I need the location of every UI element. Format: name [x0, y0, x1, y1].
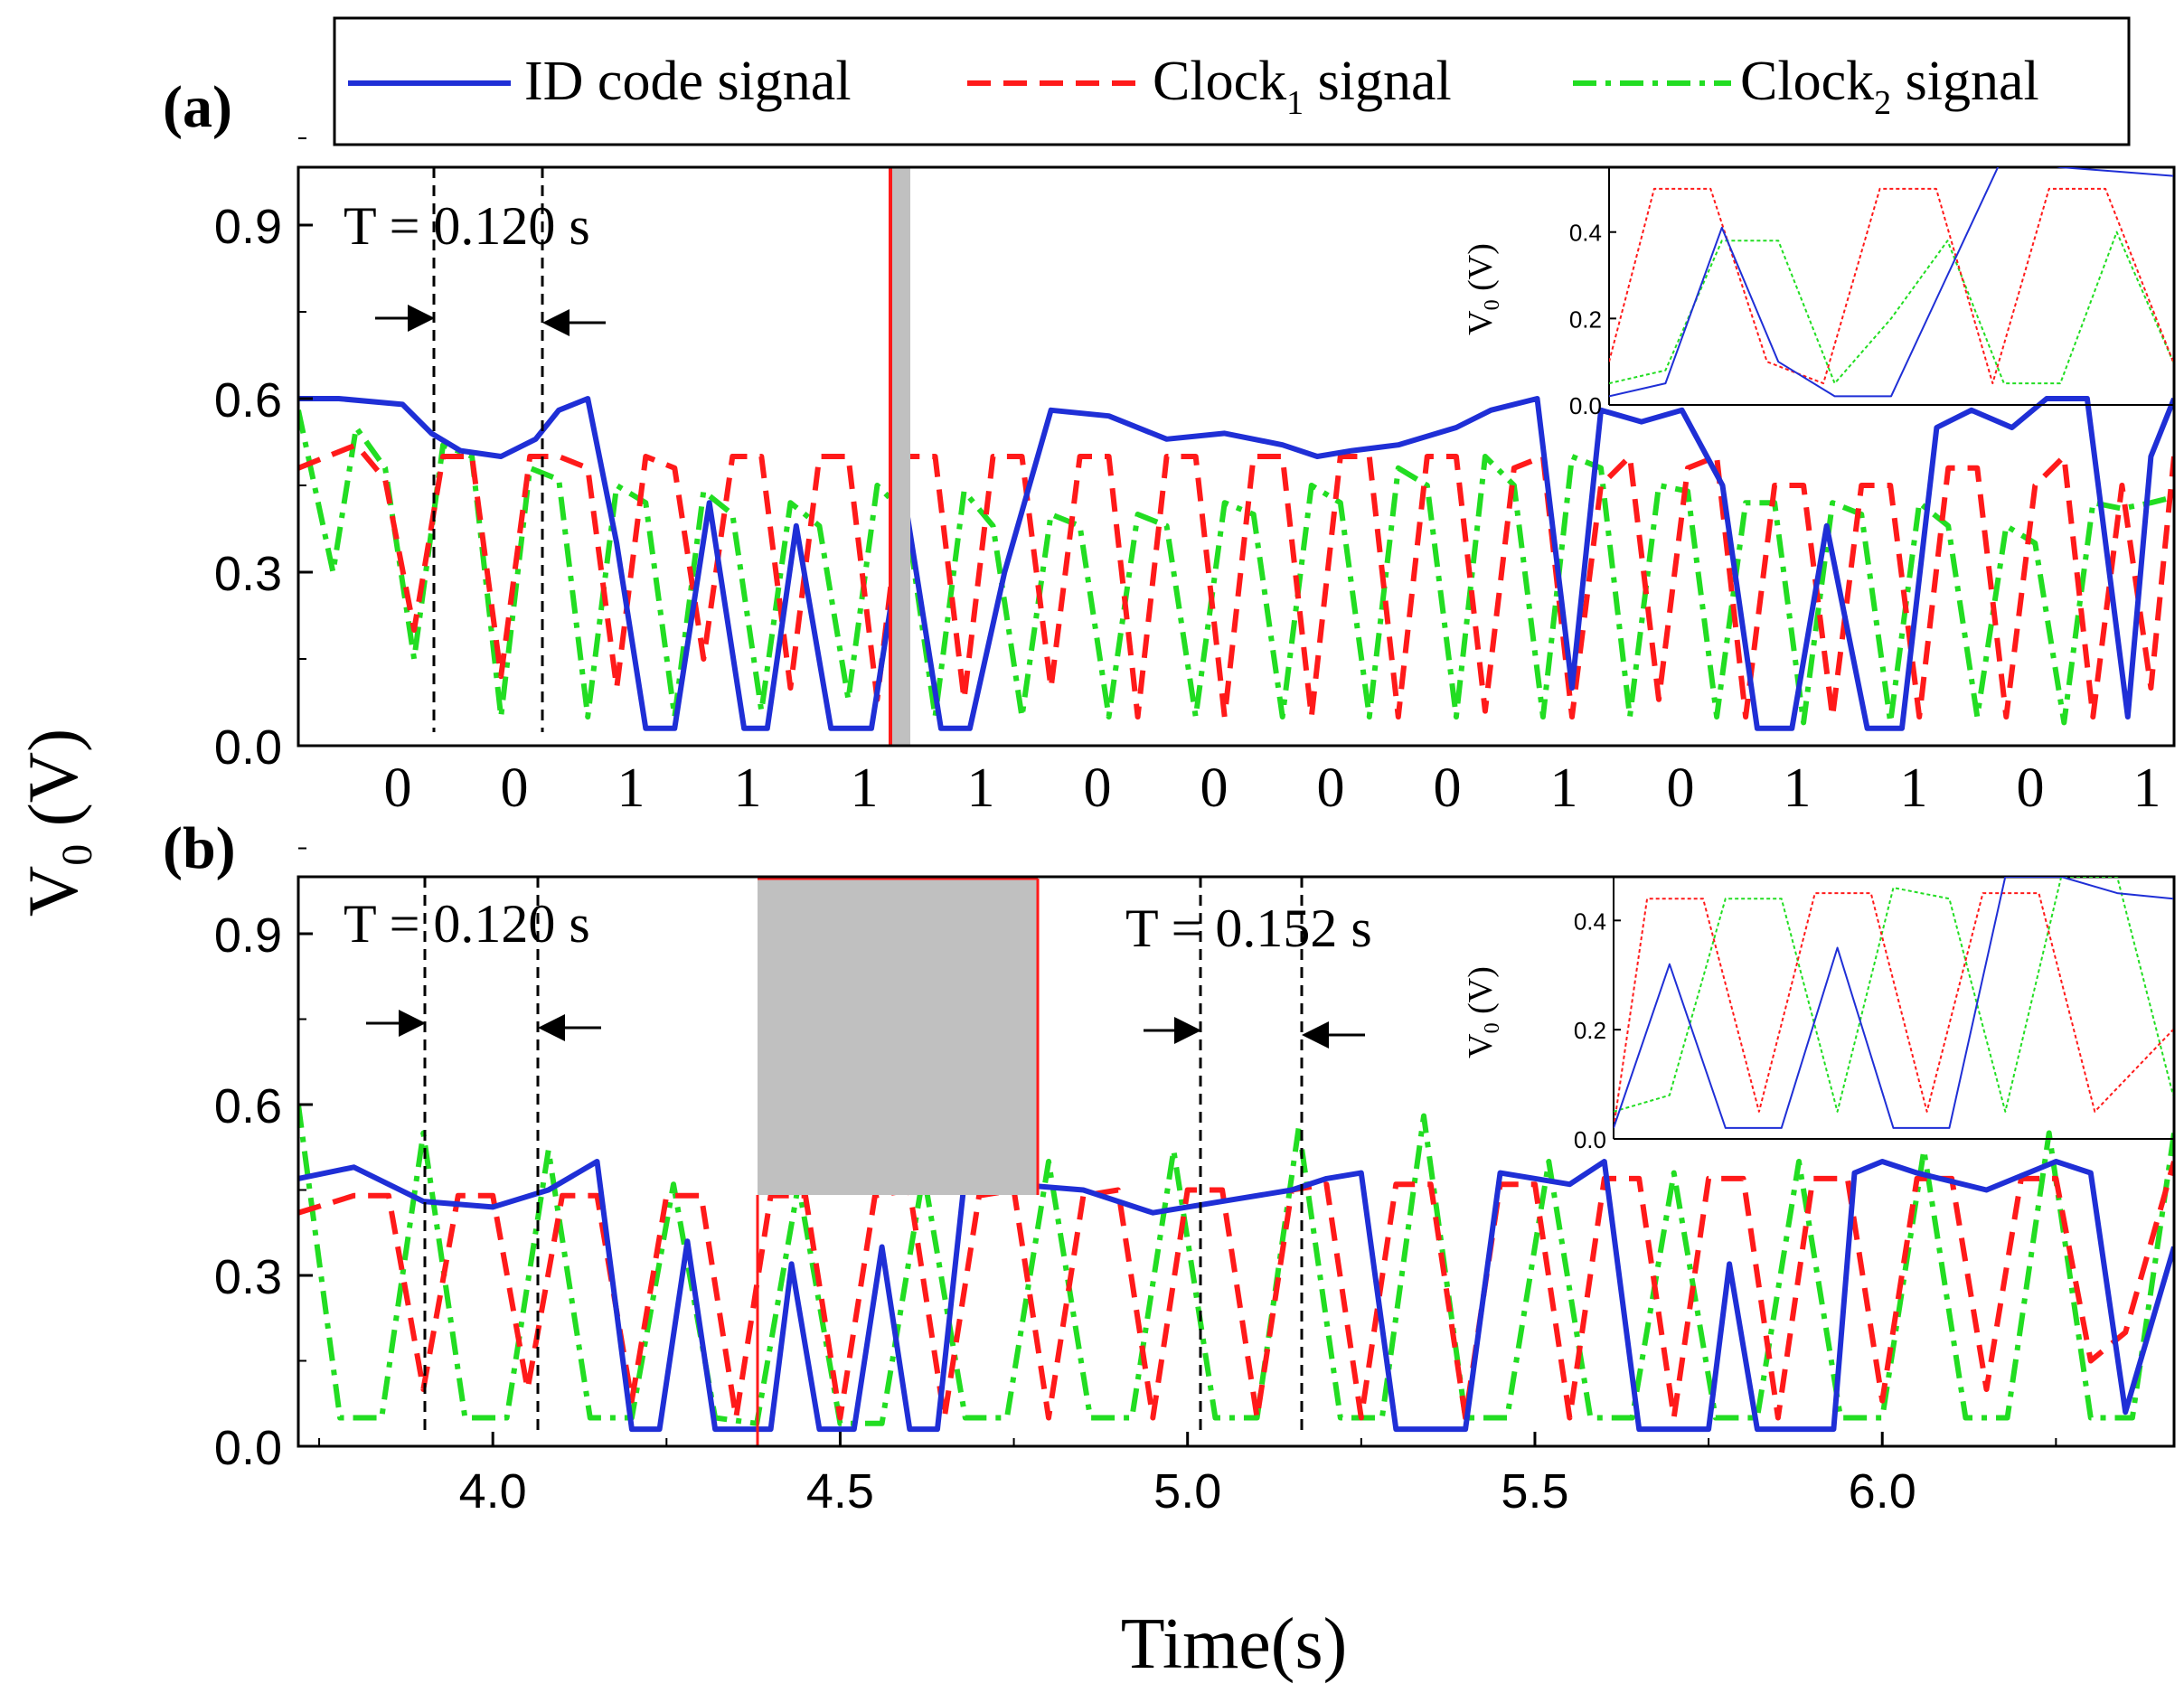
- y-axis-label: V0 (V): [14, 729, 101, 917]
- legend-label-id: ID code signal: [524, 51, 852, 112]
- inset-b-ytick-label-0: 0.0: [1574, 1126, 1606, 1153]
- inset-a-ytick-label-1: 0.2: [1569, 306, 1602, 333]
- bit-label-2: 1: [617, 757, 645, 819]
- panel-b-ytick-label-0: 0.0: [214, 1421, 282, 1475]
- panel-b-xtick-label-4: 6.0: [1849, 1464, 1916, 1519]
- legend-box: [333, 16, 2131, 146]
- highlight-box-b: [758, 879, 1038, 1195]
- panel-b-ytick-label-2: 0.6: [214, 1079, 282, 1133]
- panel-a-id-code-line: [298, 396, 2174, 731]
- inset-a-ytick-label-2: 0.4: [1569, 220, 1602, 247]
- panel-b-clock2-line: [298, 1104, 2174, 1426]
- bit-label-15: 1: [2133, 757, 2161, 819]
- panel-a-ytick-label-3: 0.9: [214, 200, 282, 254]
- bit-label-0: 0: [384, 757, 412, 819]
- period-label-b1: T = 0.120 s: [344, 894, 590, 954]
- panel-b-ytick-label-1: 0.3: [214, 1250, 282, 1304]
- bit-label-5: 1: [967, 757, 995, 819]
- bit-label-1: 0: [501, 757, 529, 819]
- bit-label-3: 1: [734, 757, 762, 819]
- inset-a-id-code-line: [1609, 167, 2173, 398]
- legend-label-clock2: Clock2 signal: [1740, 51, 2039, 122]
- inset-a-clock2-line: [1609, 230, 2173, 385]
- panel-b-xtick-label-0: 4.0: [459, 1464, 527, 1519]
- highlight-band-a: [890, 167, 910, 746]
- panel-a-ytick-label-1: 0.3: [214, 547, 282, 601]
- bit-label-9: 0: [1434, 757, 1462, 819]
- bit-label-12: 1: [1784, 757, 1812, 819]
- inset-b-ylabel: V0 (V): [1462, 966, 1504, 1058]
- inset-a-clock1-line: [1609, 187, 2173, 385]
- panel-b-id-code-line: [298, 1159, 2174, 1433]
- inset-a-ytick-label-0: 0.0: [1569, 392, 1602, 419]
- bit-label-4: 1: [851, 757, 879, 819]
- bit-label-14: 0: [2017, 757, 2045, 819]
- inset-b-ytick-label-1: 0.2: [1574, 1017, 1606, 1044]
- panel-b-xtick-label-2: 5.0: [1153, 1464, 1221, 1519]
- period-label-a: T = 0.120 s: [344, 196, 590, 256]
- panel-a-clock1-line: [298, 442, 2174, 720]
- inset-b-clock2-line: [1614, 877, 2173, 1113]
- panel-b: T = 0.120 s T = 0.152 s 0.0 0.3 0.6 0.9 4.0…: [214, 847, 2176, 1519]
- plot-frame-b: [297, 875, 2176, 1448]
- legend-label-clock1: Clock1 signal: [1153, 51, 1452, 122]
- inset-b: 0.0 0.2 0.4 V0 (V): [1462, 877, 2173, 1153]
- panel-a: T = 0.120 s 0.0 0.3 0.6 0.9 0 0 1 1 1 1 0 0 0 0 1 0 1 1 0…: [214, 137, 2176, 819]
- bit-label-8: 0: [1317, 757, 1345, 819]
- panel-a-ytick-label-2: 0.6: [214, 373, 282, 428]
- panel-label-b: (b): [163, 815, 236, 881]
- panel-b-ytick-label-3: 0.9: [214, 908, 282, 963]
- period-label-b2: T = 0.152 s: [1125, 898, 1372, 958]
- panel-b-xtick-label-3: 5.5: [1501, 1464, 1568, 1519]
- plot-frame-a: [297, 165, 2176, 748]
- inset-b-ytick-label-2: 0.4: [1574, 908, 1606, 935]
- x-axis-label: Time(s): [1121, 1604, 1347, 1684]
- panel-a-ytick-label-0: 0.0: [214, 720, 282, 775]
- inset-a: 0.0 0.2 0.4 V0 (V): [1462, 167, 2173, 419]
- inset-b-clock1-line: [1614, 892, 2173, 1129]
- panel-a-clock2-line: [298, 409, 2174, 726]
- panel-label-a: (a): [163, 74, 232, 140]
- legend: ID code signal Clock1 signal Clock2 sign…: [333, 16, 2131, 146]
- bit-label-13: 1: [1900, 757, 1928, 819]
- bit-label-7: 0: [1200, 757, 1228, 819]
- bit-label-10: 1: [1550, 757, 1578, 819]
- bit-label-6: 0: [1084, 757, 1112, 819]
- panel-b-xtick-label-1: 4.5: [806, 1464, 874, 1519]
- inset-a-ylabel: V0 (V): [1462, 243, 1504, 335]
- inset-b-id-code-line: [1614, 877, 2173, 1129]
- bit-label-11: 0: [1667, 757, 1695, 819]
